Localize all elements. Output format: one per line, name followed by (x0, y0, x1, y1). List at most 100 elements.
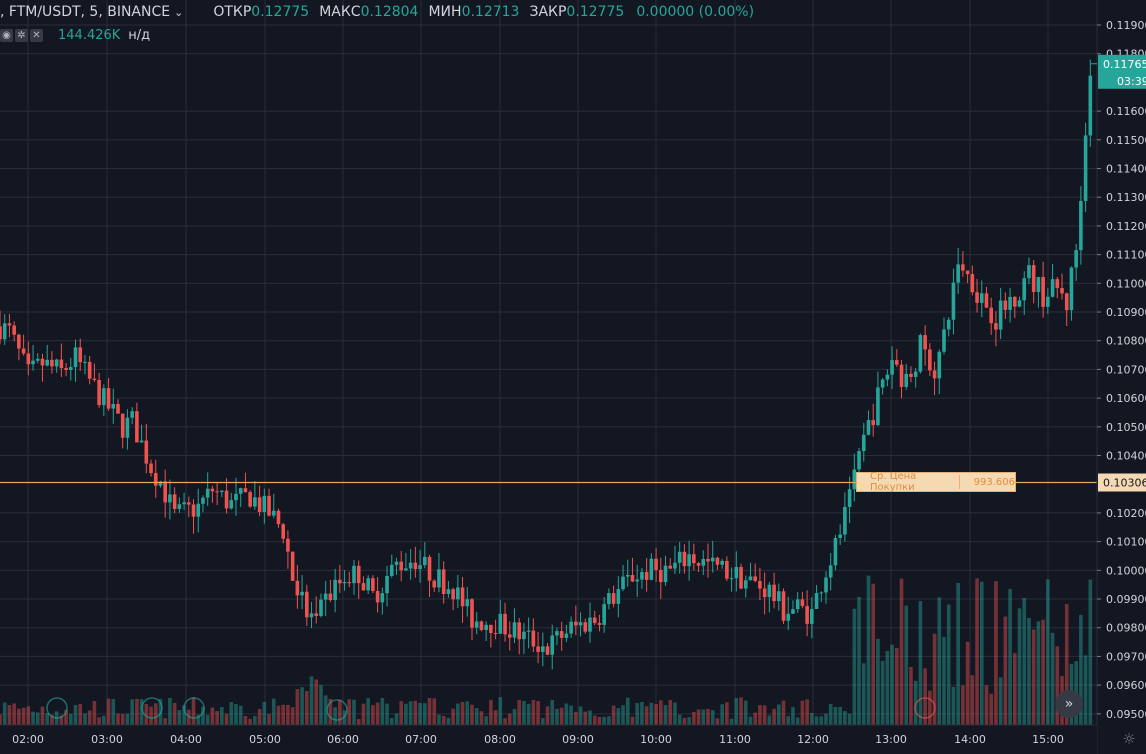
volume-bar (389, 718, 394, 725)
candle-body (267, 495, 271, 516)
candle-body (989, 307, 993, 324)
candle-body (956, 264, 960, 283)
low-label: МИН (428, 4, 462, 20)
time-tick-label: 12:00 (797, 733, 829, 746)
volume-bar (899, 578, 904, 725)
candle-body (611, 593, 616, 604)
candle-body (238, 488, 243, 494)
volume-bar (26, 706, 31, 725)
candle-body (300, 591, 304, 596)
candle-body (394, 561, 399, 565)
high-value: 0.12804 (360, 4, 419, 20)
candle-body (295, 580, 300, 596)
price-axis[interactable] (1097, 0, 1146, 754)
volume-bar (706, 708, 710, 725)
volume-bar (427, 697, 432, 725)
candle-body (743, 580, 748, 589)
candle-body (805, 606, 809, 624)
time-tick-label: 02:00 (12, 733, 44, 746)
volume-bar (168, 698, 172, 725)
scroll-to-realtime-button[interactable]: » (1055, 690, 1083, 718)
volume-bar (588, 710, 592, 725)
volume-bar (984, 685, 989, 725)
candle-body (602, 604, 606, 625)
eye-icon[interactable]: ◉ (0, 28, 13, 42)
volume-bar (583, 711, 588, 725)
candle-body (441, 569, 446, 594)
event-marker-icon[interactable] (183, 697, 205, 719)
candle-body (423, 556, 427, 566)
candle-body (257, 497, 262, 513)
volume-bar (559, 707, 564, 725)
symbol-legend[interactable]: , FTM/USDT, 5, BINANCE ⌄ ОТКР 0.12775 МА… (0, 2, 754, 22)
symbol-title[interactable]: , FTM/USDT, 5, BINANCE (0, 4, 171, 20)
volume-bar (909, 666, 913, 725)
time-axis[interactable] (0, 725, 1097, 754)
event-marker-icon[interactable] (46, 697, 68, 719)
candle-body (1013, 296, 1017, 307)
volume-bar (394, 713, 399, 725)
volume-bar (762, 705, 767, 725)
candle-body (758, 580, 762, 589)
volume-bar (446, 717, 451, 725)
volume-bar (262, 701, 267, 725)
volume-bar (342, 710, 347, 725)
volume-bar (1008, 588, 1012, 725)
chart-settings-icon[interactable]: ☼ (1122, 730, 1136, 748)
candle-body (253, 497, 257, 507)
volume-bar (361, 703, 366, 725)
candle-body (861, 434, 866, 452)
volume-bar (611, 705, 616, 725)
candle-body (474, 621, 479, 628)
volume-bar (720, 704, 724, 725)
chevron-down-icon[interactable]: ⌄ (174, 5, 184, 19)
volume-bar (795, 717, 800, 725)
candle-body (526, 630, 531, 632)
candle-body (149, 463, 153, 474)
gear-icon[interactable]: ✲ (15, 28, 28, 42)
volume-extra: н/д (128, 27, 151, 43)
volume-bar (1027, 617, 1031, 725)
candle-body (201, 497, 205, 504)
event-marker-icon[interactable] (914, 697, 936, 719)
event-marker-icon[interactable] (141, 697, 163, 719)
candle-body (578, 622, 583, 626)
volume-bar (1083, 655, 1088, 725)
volume-bar (224, 713, 229, 725)
volume-bar (526, 703, 531, 725)
candle-body (951, 282, 956, 320)
candle-body (937, 351, 942, 379)
volume-bar (946, 604, 951, 725)
volume-bar (791, 707, 795, 725)
candle-body (187, 502, 191, 505)
volume-bar (413, 700, 418, 725)
candle-body (569, 621, 573, 634)
volume-bar (503, 718, 507, 725)
avg-price-label[interactable]: Ср. Цена Покупки 993.606 (856, 471, 1016, 493)
volume-bar (120, 713, 125, 725)
candle-body (163, 481, 167, 503)
volume-bar (961, 685, 965, 725)
volume-bar (890, 644, 894, 725)
candle-body (356, 565, 361, 584)
candle-body (597, 623, 602, 625)
volume-bar (772, 708, 776, 725)
candle-body (92, 378, 97, 380)
candle-body (810, 608, 814, 624)
close-icon[interactable]: ✕ (30, 28, 43, 42)
volume-bar (220, 707, 224, 725)
volume-bar (177, 710, 182, 725)
volume-bar (385, 703, 389, 725)
volume-bar (932, 633, 937, 725)
volume-bar (550, 699, 555, 725)
event-marker-icon[interactable] (326, 699, 348, 721)
volume-bar (432, 698, 437, 725)
candle-body (479, 621, 484, 631)
candle-body (616, 589, 621, 604)
volume-bar (753, 712, 757, 725)
candle-body (710, 557, 715, 562)
